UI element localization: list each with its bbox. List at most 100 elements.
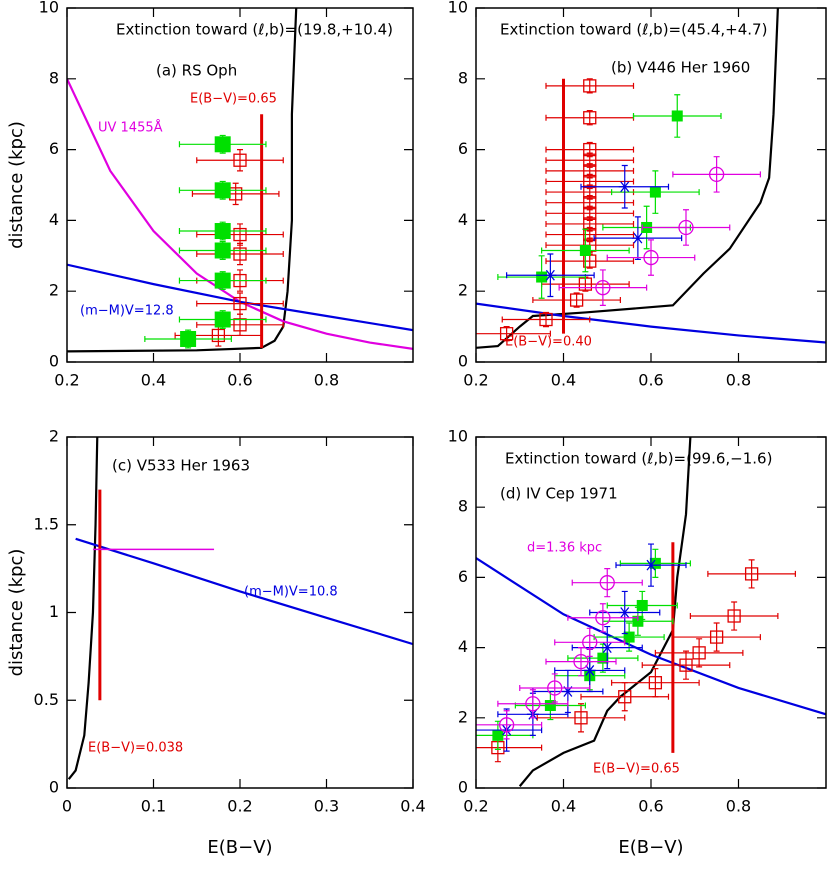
marker <box>233 247 247 261</box>
ebv-label: E(B−V)=0.038 <box>88 741 183 756</box>
y-error-bar <box>604 568 611 598</box>
marker <box>211 328 226 343</box>
y-tick-label: 8 <box>458 497 468 516</box>
label: (d) IV Cep 1971 <box>500 485 618 503</box>
y-tick-label: 1 <box>49 602 59 621</box>
marker <box>214 311 231 328</box>
x-tick-label: 0.8 <box>726 797 751 816</box>
marker <box>574 711 588 725</box>
marker <box>525 696 541 712</box>
label: (b) V446 Her 1960 <box>611 59 750 77</box>
marker <box>599 575 615 591</box>
marker <box>632 615 644 627</box>
y-axis-title: distance (kpc) <box>6 121 27 249</box>
x-tick-label: 0.4 <box>141 371 166 390</box>
marker <box>744 567 759 581</box>
plot-frame <box>475 436 827 789</box>
y-error-bar <box>578 703 584 733</box>
y-tick-label: 2 <box>458 281 468 300</box>
plot-frame <box>475 7 827 363</box>
marker <box>645 559 657 571</box>
y-tick-label: 4 <box>458 637 468 656</box>
marker <box>544 700 556 712</box>
marker <box>601 642 614 654</box>
panel <box>67 437 413 780</box>
x-axis-title: E(B−V) <box>618 837 683 858</box>
x-tick-label: 0.2 <box>227 797 252 816</box>
y-error-bar <box>237 149 243 172</box>
marker <box>709 630 724 644</box>
marker <box>180 330 197 347</box>
y-axis-title: distance (kpc) <box>6 549 27 677</box>
plot-frame <box>66 436 414 789</box>
marker <box>595 280 611 296</box>
y-tick-label: 2 <box>49 427 59 446</box>
marker <box>544 269 557 281</box>
y-tick-label: 10 <box>448 0 468 17</box>
marker <box>573 653 589 670</box>
y-tick-label: 0 <box>49 352 59 371</box>
y-error-bar <box>599 603 606 633</box>
y-tick-label: 0.5 <box>34 690 59 709</box>
marker <box>579 244 591 256</box>
y-tick-label: 10 <box>448 427 468 446</box>
y-error-bar <box>586 110 593 126</box>
y-tick-label: 1.5 <box>34 514 59 533</box>
y-tick-label: 6 <box>458 567 468 586</box>
marker <box>648 676 663 690</box>
uv-label: UV 1455Å <box>98 120 163 136</box>
marker <box>671 110 683 122</box>
y-error-bar <box>648 239 654 276</box>
x-tick-label: 0.3 <box>314 797 339 816</box>
marker <box>233 153 247 167</box>
x-axis-title: E(B−V) <box>207 837 272 858</box>
curve <box>476 302 826 344</box>
y-error-bar <box>573 292 580 308</box>
panel <box>476 8 826 349</box>
marker <box>678 219 694 236</box>
curve <box>476 8 779 349</box>
marker <box>492 729 504 741</box>
note: Extinction toward (ℓ,b)=(99.6,−1.6) <box>505 450 772 468</box>
x-tick-label: 0.2 <box>463 797 488 816</box>
y-error-bar <box>683 650 689 680</box>
x-tick-label: 0.6 <box>638 371 663 390</box>
marker <box>649 186 661 198</box>
x-tick-label: 0.6 <box>227 371 252 390</box>
y-error-bar <box>232 182 239 206</box>
marker <box>631 232 644 244</box>
y-error-bar <box>731 601 738 631</box>
marker <box>618 607 631 618</box>
marker <box>708 166 725 183</box>
ebv-label: E(B−V)=0.65 <box>190 92 277 107</box>
y-error-bar <box>621 682 628 712</box>
panel <box>67 8 413 353</box>
y-tick-label: 0 <box>458 778 468 797</box>
curve <box>75 537 413 646</box>
marker <box>214 182 231 199</box>
y-tick-label: 4 <box>49 210 59 229</box>
marker <box>536 271 548 283</box>
label: (c) V533 Her 1963 <box>112 457 250 475</box>
marker <box>727 609 741 623</box>
marker <box>597 652 609 664</box>
y-tick-label: 0 <box>49 778 59 797</box>
y-error-bar <box>503 710 510 740</box>
marker <box>233 227 247 242</box>
y-error-bar <box>578 647 584 677</box>
y-error-bar <box>748 559 755 589</box>
x-tick-label: 0 <box>62 797 72 816</box>
marker <box>583 665 596 676</box>
dm-label: (m−M)V=10.8 <box>244 585 338 600</box>
y-error-bar <box>237 242 243 266</box>
panel <box>476 437 826 787</box>
d-label: d=1.36 kpc <box>527 541 602 556</box>
x-tick-label: 0.4 <box>551 797 576 816</box>
y-error-bar <box>586 627 593 657</box>
note: Extinction toward (ℓ,b)=(19.8,+10.4) <box>116 21 393 39</box>
x-tick-label: 0.4 <box>400 797 425 816</box>
marker <box>214 223 231 240</box>
ebv-label: E(B−V)=0.40 <box>505 335 592 350</box>
ebv-label: E(B−V)=0.65 <box>593 762 680 777</box>
